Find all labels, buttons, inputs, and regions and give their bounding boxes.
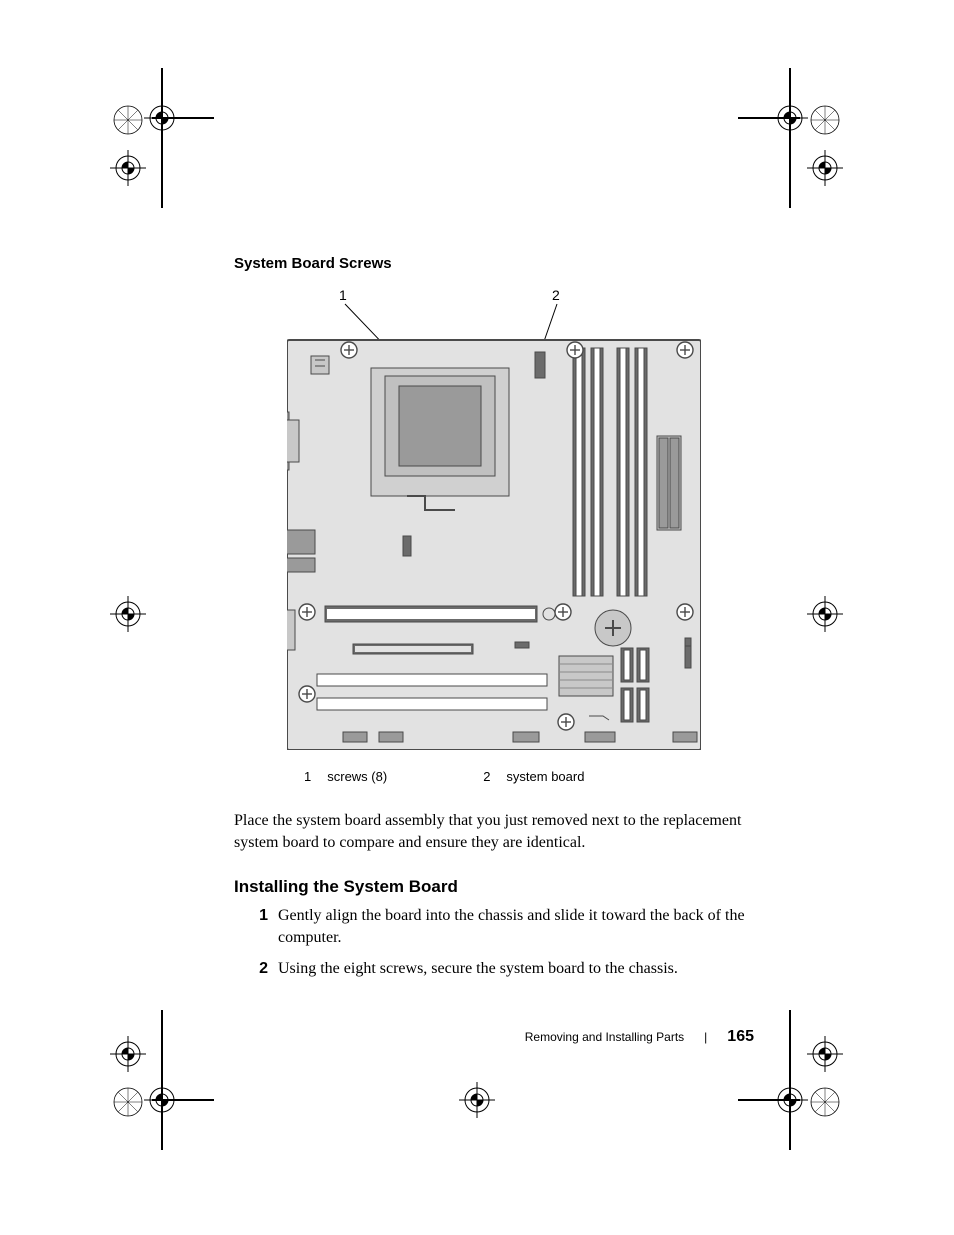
subsection-heading: Installing the System Board: [234, 877, 754, 897]
legend-item: 2 system board: [483, 769, 584, 784]
system-board-diagram: 1 2: [287, 290, 701, 755]
motherboard-svg: 1 2: [287, 290, 701, 750]
callout-1-num: 1: [339, 290, 347, 303]
legend-label: system board: [506, 769, 584, 784]
legend-item: 1 screws (8): [304, 769, 387, 784]
step-number: 2: [234, 958, 278, 980]
legend-num: 2: [483, 769, 490, 784]
callout-2-num: 2: [552, 290, 560, 303]
footer-page-number: 165: [727, 1028, 754, 1046]
page-content: System Board Screws 1 2: [234, 255, 754, 990]
legend-num: 1: [304, 769, 311, 784]
body-paragraph: Place the system board assembly that you…: [234, 810, 754, 853]
legend-label: screws (8): [327, 769, 387, 784]
step-text: Using the eight screws, secure the syste…: [278, 958, 678, 980]
footer-separator: |: [704, 1030, 707, 1044]
step-text: Gently align the board into the chassis …: [278, 905, 754, 948]
page-footer: Removing and Installing Parts | 165: [234, 1028, 754, 1046]
ordered-step: 2 Using the eight screws, secure the sys…: [234, 958, 754, 980]
footer-chapter: Removing and Installing Parts: [525, 1030, 684, 1044]
figure-legend: 1 screws (8) 2 system board: [234, 769, 754, 784]
section-heading: System Board Screws: [234, 255, 754, 272]
figure-wrap: 1 2: [234, 290, 754, 755]
step-number: 1: [234, 905, 278, 927]
ordered-step: 1 Gently align the board into the chassi…: [234, 905, 754, 948]
